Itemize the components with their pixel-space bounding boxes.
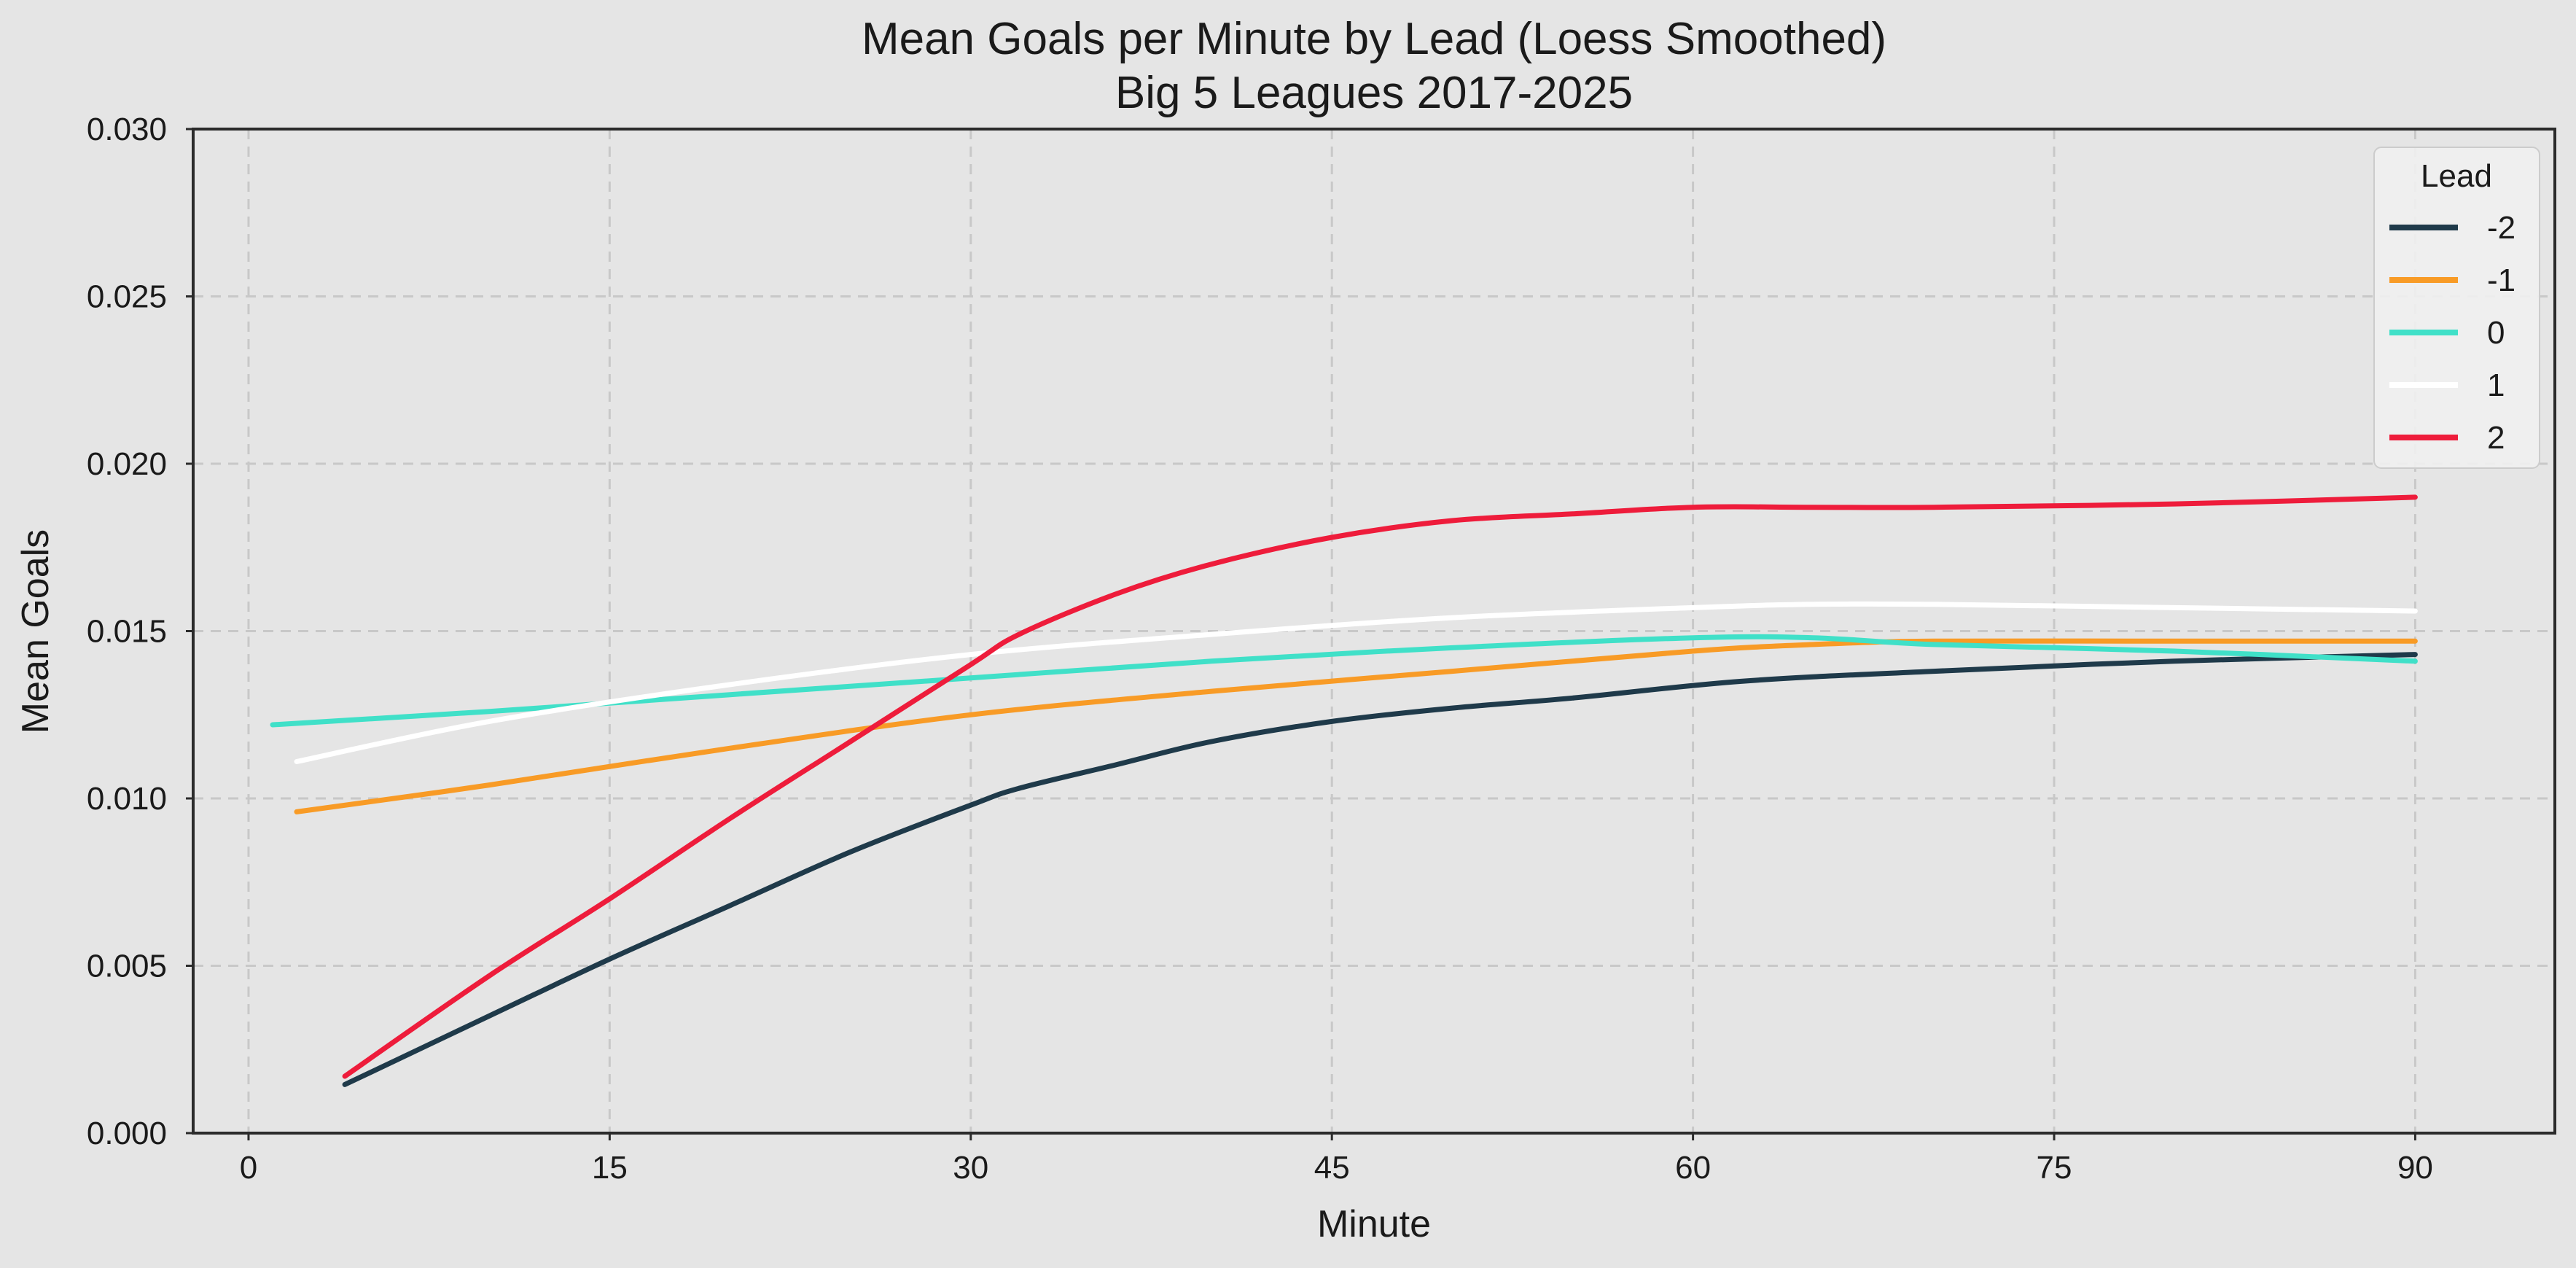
y-tick-label: 0.025 bbox=[87, 279, 167, 315]
chart-subtitle: Big 5 Leagues 2017-2025 bbox=[1115, 68, 1633, 118]
y-tick-label: 0.020 bbox=[87, 446, 167, 482]
legend-item: -2 bbox=[2389, 210, 2515, 246]
legend-label: 0 bbox=[2487, 315, 2505, 351]
x-axis-label: Minute bbox=[1317, 1203, 1431, 1245]
series-line-lead-0 bbox=[270, 634, 2418, 728]
legend-label: 2 bbox=[2487, 420, 2505, 456]
series-line-lead--2 bbox=[342, 652, 2418, 1087]
x-tick-label: 75 bbox=[2037, 1150, 2072, 1186]
legend-item: -1 bbox=[2389, 262, 2515, 298]
legend-label: 1 bbox=[2487, 367, 2505, 403]
legend-item: 1 bbox=[2389, 367, 2505, 403]
series-line-lead-1 bbox=[294, 601, 2418, 764]
legend-label: -1 bbox=[2487, 262, 2515, 298]
x-tick-label: 30 bbox=[953, 1150, 988, 1186]
grid-lines bbox=[193, 129, 2555, 1133]
y-tick-label: 0.030 bbox=[87, 112, 167, 147]
x-tick-label: 0 bbox=[240, 1150, 257, 1186]
x-tick-label: 45 bbox=[1314, 1150, 1350, 1186]
x-tick-label: 60 bbox=[1675, 1150, 1711, 1186]
y-tick-label: 0.000 bbox=[87, 1116, 167, 1151]
y-tick-label: 0.015 bbox=[87, 614, 167, 650]
legend-box bbox=[2373, 147, 2540, 469]
y-tick-label: 0.010 bbox=[87, 781, 167, 817]
series-line-lead--1 bbox=[294, 638, 2418, 814]
legend-item: 2 bbox=[2389, 420, 2505, 456]
x-tick-label: 90 bbox=[2397, 1150, 2433, 1186]
y-axis-ticks: 0.000 0.005 0.010 0.015 0.020 0.025 0.030 bbox=[87, 112, 193, 1151]
y-axis-label: Mean Goals bbox=[15, 529, 57, 734]
legend-item: 0 bbox=[2389, 315, 2505, 351]
series-lines bbox=[270, 494, 2418, 1087]
legend-label: -2 bbox=[2487, 210, 2515, 246]
y-tick-label: 0.005 bbox=[87, 949, 167, 984]
x-axis-ticks: 0 15 30 45 60 75 90 bbox=[240, 1133, 2433, 1186]
legend-title: Lead bbox=[2421, 158, 2492, 194]
x-tick-label: 15 bbox=[592, 1150, 628, 1186]
chart-title: Mean Goals per Minute by Lead (Loess Smo… bbox=[862, 14, 1886, 64]
legend-items: -2 -1 0 1 2 bbox=[2389, 210, 2515, 456]
series-line-lead-2 bbox=[342, 494, 2418, 1079]
legend: Lead -2 -1 0 1 2 bbox=[2373, 147, 2540, 469]
